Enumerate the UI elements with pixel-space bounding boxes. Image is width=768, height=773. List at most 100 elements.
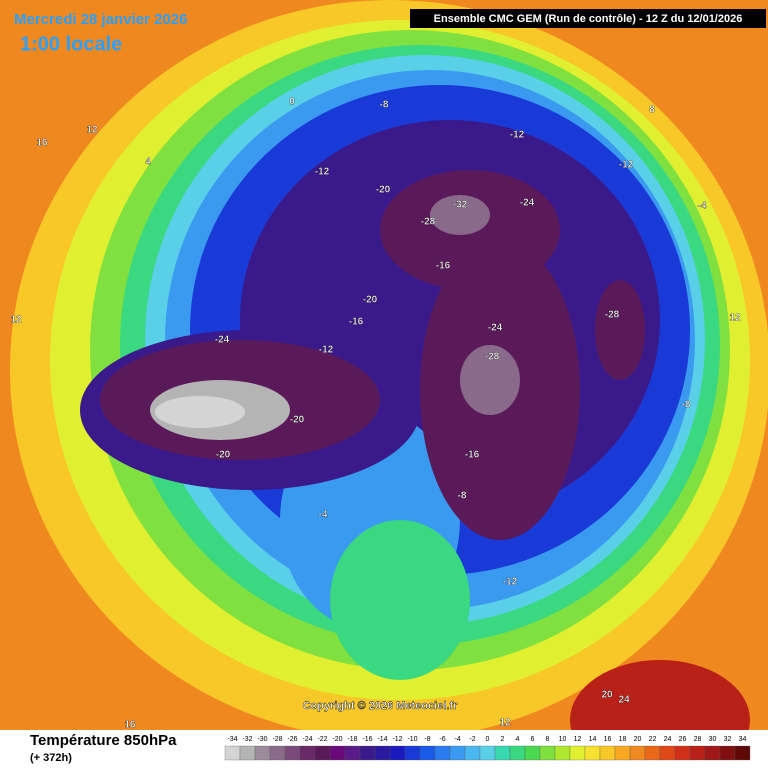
scale-label: -12	[392, 736, 402, 743]
scale-label: -26	[287, 736, 297, 743]
contour-label: -24	[520, 198, 535, 209]
contour-label: -4	[319, 510, 328, 521]
scale-cell	[449, 745, 466, 761]
header-bar	[410, 9, 766, 28]
scale-cell	[299, 745, 316, 761]
date: Mercredi 28 janvier 2026	[14, 11, 187, 28]
scale-cell	[584, 745, 601, 761]
contour-label: 12	[86, 125, 98, 136]
contour-label: -24	[215, 335, 230, 346]
scale-cell	[224, 745, 241, 761]
scale-label: 16	[604, 736, 612, 743]
contour-label: -12	[319, 345, 334, 356]
scale-label: -18	[347, 736, 357, 743]
field	[595, 280, 645, 380]
scale-cell	[404, 745, 421, 761]
contour-label: -12	[510, 130, 525, 141]
contour-label: -24	[488, 323, 503, 334]
scale-label: -6	[439, 736, 445, 743]
scale-label: -34	[227, 736, 237, 743]
scale-cell	[344, 745, 361, 761]
contour-label: -20	[290, 415, 305, 426]
scale-label: 12	[574, 736, 582, 743]
scale-label: -14	[377, 736, 387, 743]
scale-label: 8	[546, 736, 550, 743]
scale-cell	[599, 745, 616, 761]
scale-cell	[314, 745, 331, 761]
scale-label: 34	[739, 736, 747, 743]
field	[460, 345, 520, 415]
contour-label: -8	[458, 491, 467, 502]
contour-label: -16	[465, 450, 480, 461]
legend-title: Température 850hPa	[30, 732, 177, 749]
scale-label: -20	[332, 736, 342, 743]
scale-cell	[659, 745, 676, 761]
contour-label: -8	[682, 400, 691, 411]
local-time: 1:00 locale	[20, 33, 122, 55]
scale-label: 24	[664, 736, 672, 743]
scale-cell	[329, 745, 346, 761]
contour-label: -28	[605, 310, 620, 321]
scale-label: -8	[424, 736, 430, 743]
scale-label: -10	[407, 736, 417, 743]
scale-cell	[494, 745, 511, 761]
contour-label: 12	[729, 313, 741, 324]
field	[330, 520, 470, 680]
contour-label: 20	[601, 690, 613, 701]
contour-label: -16	[436, 261, 451, 272]
scale-cell	[644, 745, 661, 761]
contour-label: -20	[216, 450, 231, 461]
scale-cell	[524, 745, 541, 761]
scale-cell	[569, 745, 586, 761]
scale-label: 28	[694, 736, 702, 743]
scale-label: 22	[649, 736, 657, 743]
contour-label: 16	[124, 720, 136, 731]
scale-cell	[464, 745, 481, 761]
contour-label: 8	[649, 105, 655, 116]
scale-cell	[719, 745, 736, 761]
contour-label: -12	[619, 160, 634, 171]
scale-cell	[419, 745, 436, 761]
scale-cell	[554, 745, 571, 761]
scale-label: 0	[486, 736, 490, 743]
contour-label: -12	[315, 167, 330, 178]
contour-label: -20	[376, 185, 391, 196]
scale-label: 4	[516, 736, 520, 743]
scale-label: 14	[589, 736, 597, 743]
scale-label: 32	[724, 736, 732, 743]
contour-labels: -24 -20 -12 -8 -12 -12 -28 -32 -24 -20 -16 -20 -28 -2…	[10, 96, 741, 731]
scale-label: 18	[619, 736, 627, 743]
scale-cell	[629, 745, 646, 761]
scale-label: -28	[272, 736, 282, 743]
scale-cell	[434, 745, 451, 761]
scale-cell	[479, 745, 496, 761]
scale-cell	[509, 745, 526, 761]
contour-label: 4	[145, 157, 151, 168]
contour-label: -16	[349, 317, 364, 328]
scale-cell	[359, 745, 376, 761]
contour-label: 0	[289, 97, 295, 108]
contour-label: -28	[485, 352, 500, 363]
scale-cell	[734, 745, 751, 761]
scale-cell	[374, 745, 391, 761]
scale-label: -2	[469, 736, 475, 743]
contour-label: -32	[453, 200, 468, 211]
copyright: Copyright © 2026 Meteociel.fr	[303, 700, 459, 712]
field	[430, 195, 490, 235]
contour-label: -12	[503, 577, 518, 588]
scale-cell	[614, 745, 631, 761]
scale-cell	[389, 745, 406, 761]
scale-cell	[674, 745, 691, 761]
color-scale: -34 -32 -30 -28 -26 -24 -22 -20 -18 -16 -14 -12 -10-…	[224, 736, 751, 761]
scale-label: 20	[634, 736, 642, 743]
lead-time: (+ 372h)	[30, 752, 72, 764]
contour-label: -20	[363, 295, 378, 306]
scale-cell	[539, 745, 556, 761]
scale-cell	[689, 745, 706, 761]
contour-label: 12	[499, 718, 511, 729]
scale-label: -16	[362, 736, 372, 743]
contour-label: -4	[698, 201, 707, 212]
contour-label: 12	[10, 315, 22, 326]
